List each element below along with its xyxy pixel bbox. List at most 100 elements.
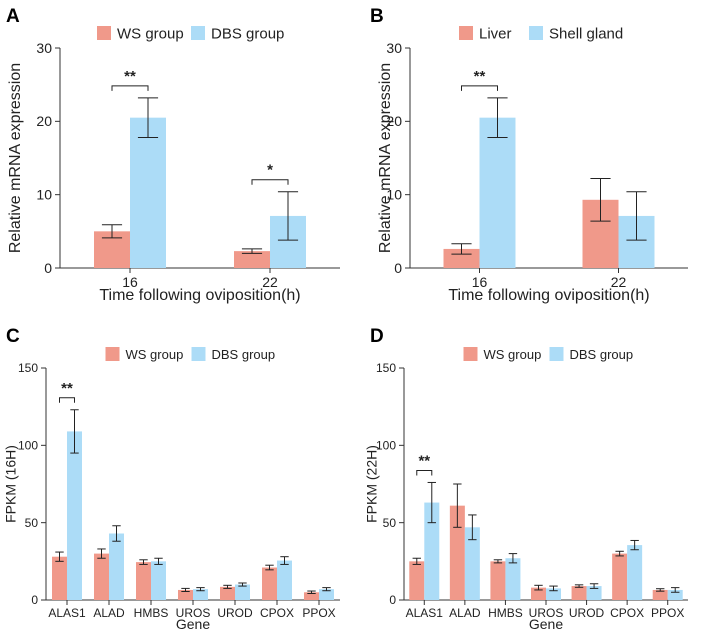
- x-tick-label: CPOX: [260, 606, 294, 620]
- bar: [424, 502, 440, 600]
- x-tick-label: ALAS1: [48, 606, 86, 620]
- x-tick-label: 16: [122, 274, 138, 290]
- legend-swatch: [549, 347, 564, 361]
- legend: WS group DBS group: [463, 347, 634, 362]
- bar: [546, 588, 561, 600]
- panel-d: D 0 50 100 150 FPKM (22H) ALAS1 ALAD HMBS UROS URO…: [364, 326, 688, 632]
- significance-label: *: [267, 162, 273, 179]
- legend-swatch: [463, 347, 478, 361]
- legend-label: DBS group: [211, 26, 284, 43]
- x-tick-label: UROS: [176, 606, 211, 620]
- bar: [505, 558, 521, 600]
- panel-a: A 0 10 20 30 Relative mRNA expression 16 22Time…: [6, 6, 340, 304]
- legend-label: Shell gland: [549, 26, 623, 43]
- legend-label: WS group: [484, 347, 542, 362]
- x-tick-label: HMBS: [134, 606, 169, 620]
- bar: [627, 545, 643, 600]
- y-tick-label: 0: [44, 260, 52, 276]
- y-tick-label: 100: [18, 439, 38, 453]
- x-tick-label: UROD: [217, 606, 253, 620]
- bar: [67, 431, 82, 600]
- significance-label: **: [61, 380, 73, 397]
- bar: [136, 562, 151, 600]
- x-tick-label: CPOX: [610, 606, 644, 620]
- x-tick-label: PPOX: [651, 606, 684, 620]
- legend-label: WS group: [117, 26, 184, 43]
- bar: [235, 584, 250, 600]
- legend-swatch: [459, 26, 473, 40]
- bar: [262, 567, 277, 600]
- x-tick-label: ALAD: [449, 606, 481, 620]
- bar: [667, 589, 683, 600]
- bar: [571, 586, 587, 600]
- bar: [178, 589, 193, 600]
- bar: [612, 553, 628, 600]
- x-tick-label: 16: [472, 274, 488, 290]
- bar: [479, 117, 516, 269]
- legend-label: DBS group: [570, 347, 634, 362]
- legend-swatch: [529, 26, 543, 40]
- y-tick-label: 50: [383, 516, 397, 530]
- y-tick-label: 50: [25, 516, 39, 530]
- y-tick-label: 20: [36, 113, 52, 129]
- x-axis-label: Gene: [529, 616, 563, 632]
- legend-swatch: [191, 347, 206, 361]
- x-tick-label: ALAS1: [406, 606, 444, 620]
- panel-c: C 0 50 100 150 FPKM (16H) ALAS1 ALAD HMBS UROS URO…: [3, 326, 340, 632]
- y-axis-label: Relative mRNA expression: [7, 63, 24, 253]
- y-tick-label: 150: [376, 361, 396, 375]
- legend-swatch: [105, 347, 120, 361]
- y-axis-label: Relative mRNA expression: [377, 63, 394, 253]
- legend: Liver Shell gland: [459, 26, 623, 43]
- bar: [193, 589, 208, 600]
- x-axis-label: Time following oviposition(h): [99, 287, 300, 304]
- significance-bracket: [461, 85, 498, 91]
- x-tick-label: HMBS: [488, 606, 523, 620]
- bar: [130, 117, 166, 269]
- panel-b: B 0 10 20 30 Relative mRNA expression 16 22Time…: [370, 6, 688, 304]
- x-tick-label: PPOX: [302, 606, 335, 620]
- bar: [234, 251, 270, 268]
- bar: [531, 587, 546, 600]
- legend-label: Liver: [479, 26, 512, 43]
- bar: [304, 592, 319, 600]
- legend-label: DBS group: [212, 347, 276, 362]
- x-tick-label: 22: [262, 274, 278, 290]
- bar: [490, 561, 506, 600]
- legend-swatch: [97, 26, 111, 40]
- panel-letter: A: [6, 6, 20, 27]
- bar: [409, 561, 425, 600]
- significance-bracket: [416, 469, 433, 476]
- bar: [94, 553, 109, 600]
- y-tick-label: 0: [389, 593, 396, 607]
- bar: [109, 533, 124, 600]
- x-axis-label: Gene: [176, 616, 210, 632]
- significance-label: **: [474, 68, 486, 85]
- bar: [464, 527, 480, 600]
- x-tick-label: UROD: [569, 606, 605, 620]
- y-axis-label: FPKM (16H): [3, 445, 19, 523]
- x-tick-label: 22: [611, 274, 627, 290]
- legend: WS group DBS group: [105, 347, 276, 362]
- significance-bracket: [251, 179, 289, 185]
- y-tick-label: 30: [36, 40, 52, 56]
- bar: [652, 589, 668, 600]
- y-tick-label: 0: [31, 593, 38, 607]
- legend-swatch: [191, 26, 205, 40]
- y-tick-label: 30: [386, 40, 402, 56]
- significance-label: **: [124, 68, 136, 85]
- y-tick-label: 100: [376, 439, 396, 453]
- y-axis-label: FPKM (22H): [364, 445, 380, 523]
- panel-letter: B: [370, 6, 384, 27]
- significance-bracket: [111, 85, 149, 91]
- panel-letter: D: [370, 326, 384, 347]
- bar: [319, 589, 334, 600]
- bar: [586, 586, 602, 600]
- x-tick-label: UROS: [529, 606, 564, 620]
- x-tick-label: ALAD: [93, 606, 125, 620]
- bar: [151, 561, 166, 600]
- significance-bracket: [59, 397, 75, 403]
- y-tick-label: 10: [386, 187, 402, 203]
- bar: [220, 586, 235, 600]
